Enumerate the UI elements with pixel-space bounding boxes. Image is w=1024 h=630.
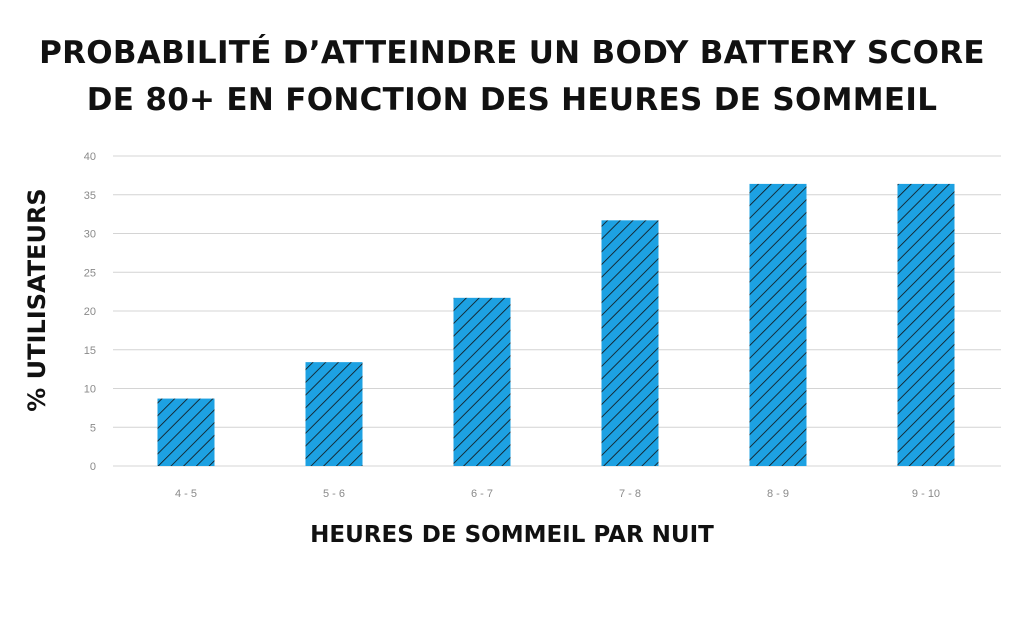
y-tick-label: 5 xyxy=(90,422,96,434)
x-tick-label: 9 - 10 xyxy=(912,488,940,500)
grid-lines xyxy=(113,155,1001,467)
chart-title-line-2: DE 80+ EN FONCTION DES HEURES DE SOMMEIL xyxy=(86,82,938,118)
y-tick-label: 0 xyxy=(90,461,96,473)
bar-5-6 xyxy=(305,362,363,466)
chart-title-line-1: PROBABILITÉ D’ATTEINDRE UN BODY BATTERY … xyxy=(39,35,985,71)
bar-7-8 xyxy=(601,220,659,466)
bars xyxy=(157,183,955,466)
x-tick-label: 5 - 6 xyxy=(323,488,345,500)
y-tick-label: 40 xyxy=(84,151,96,163)
y-tick-label: 10 xyxy=(84,384,96,396)
y-tick-label: 35 xyxy=(84,190,96,202)
x-tick-label: 4 - 5 xyxy=(175,488,197,500)
x-tick-label: 7 - 8 xyxy=(619,488,641,500)
x-tick-labels: 4 - 5 5 - 6 6 - 7 7 - 8 8 - 9 9 - 10 xyxy=(175,488,940,500)
y-tick-label: 15 xyxy=(84,345,96,357)
y-tick-label: 20 xyxy=(84,306,96,318)
bar-4-5 xyxy=(157,398,215,466)
x-axis-label: HEURES DE SOMMEIL PAR NUIT xyxy=(310,522,714,548)
chart-title: PROBABILITÉ D’ATTEINDRE UN BODY BATTERY … xyxy=(0,30,1024,124)
y-tick-labels: 0 5 10 15 20 25 30 35 40 xyxy=(84,151,96,473)
x-tick-label: 8 - 9 xyxy=(767,488,789,500)
y-tick-label: 25 xyxy=(84,267,96,279)
bar-9-10 xyxy=(897,183,955,466)
x-tick-label: 6 - 7 xyxy=(471,488,493,500)
bar-8-9 xyxy=(749,183,807,466)
y-tick-label: 30 xyxy=(84,229,96,241)
bar-6-7 xyxy=(453,297,511,466)
